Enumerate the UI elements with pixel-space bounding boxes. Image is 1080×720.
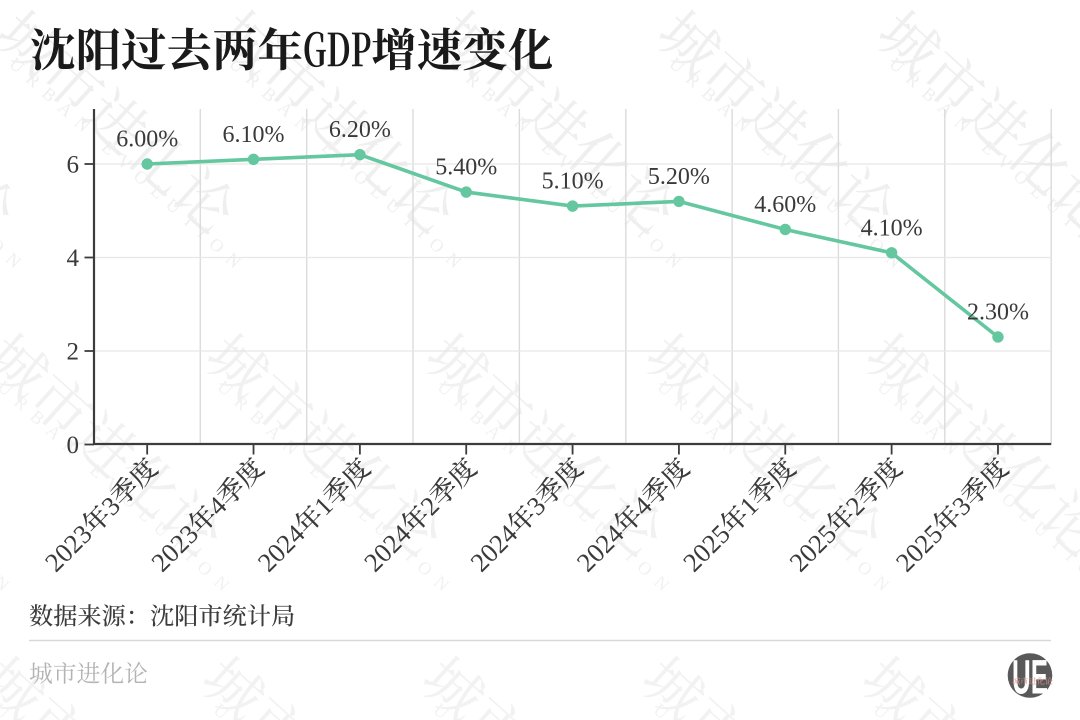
svg-text:0: 0 <box>67 432 80 459</box>
svg-text:2.30%: 2.30% <box>967 300 1029 326</box>
svg-text:6.20%: 6.20% <box>329 117 391 143</box>
svg-text:6.00%: 6.00% <box>116 127 178 153</box>
svg-text:6.10%: 6.10% <box>223 122 285 148</box>
svg-text:5.20%: 5.20% <box>648 164 710 190</box>
svg-text:5.10%: 5.10% <box>542 169 604 195</box>
svg-text:4: 4 <box>67 245 80 272</box>
svg-text:2: 2 <box>67 339 80 366</box>
svg-text:4.10%: 4.10% <box>861 215 923 241</box>
svg-text:4.60%: 4.60% <box>754 192 816 218</box>
svg-text:6: 6 <box>67 152 80 179</box>
svg-text:5.40%: 5.40% <box>435 155 497 181</box>
